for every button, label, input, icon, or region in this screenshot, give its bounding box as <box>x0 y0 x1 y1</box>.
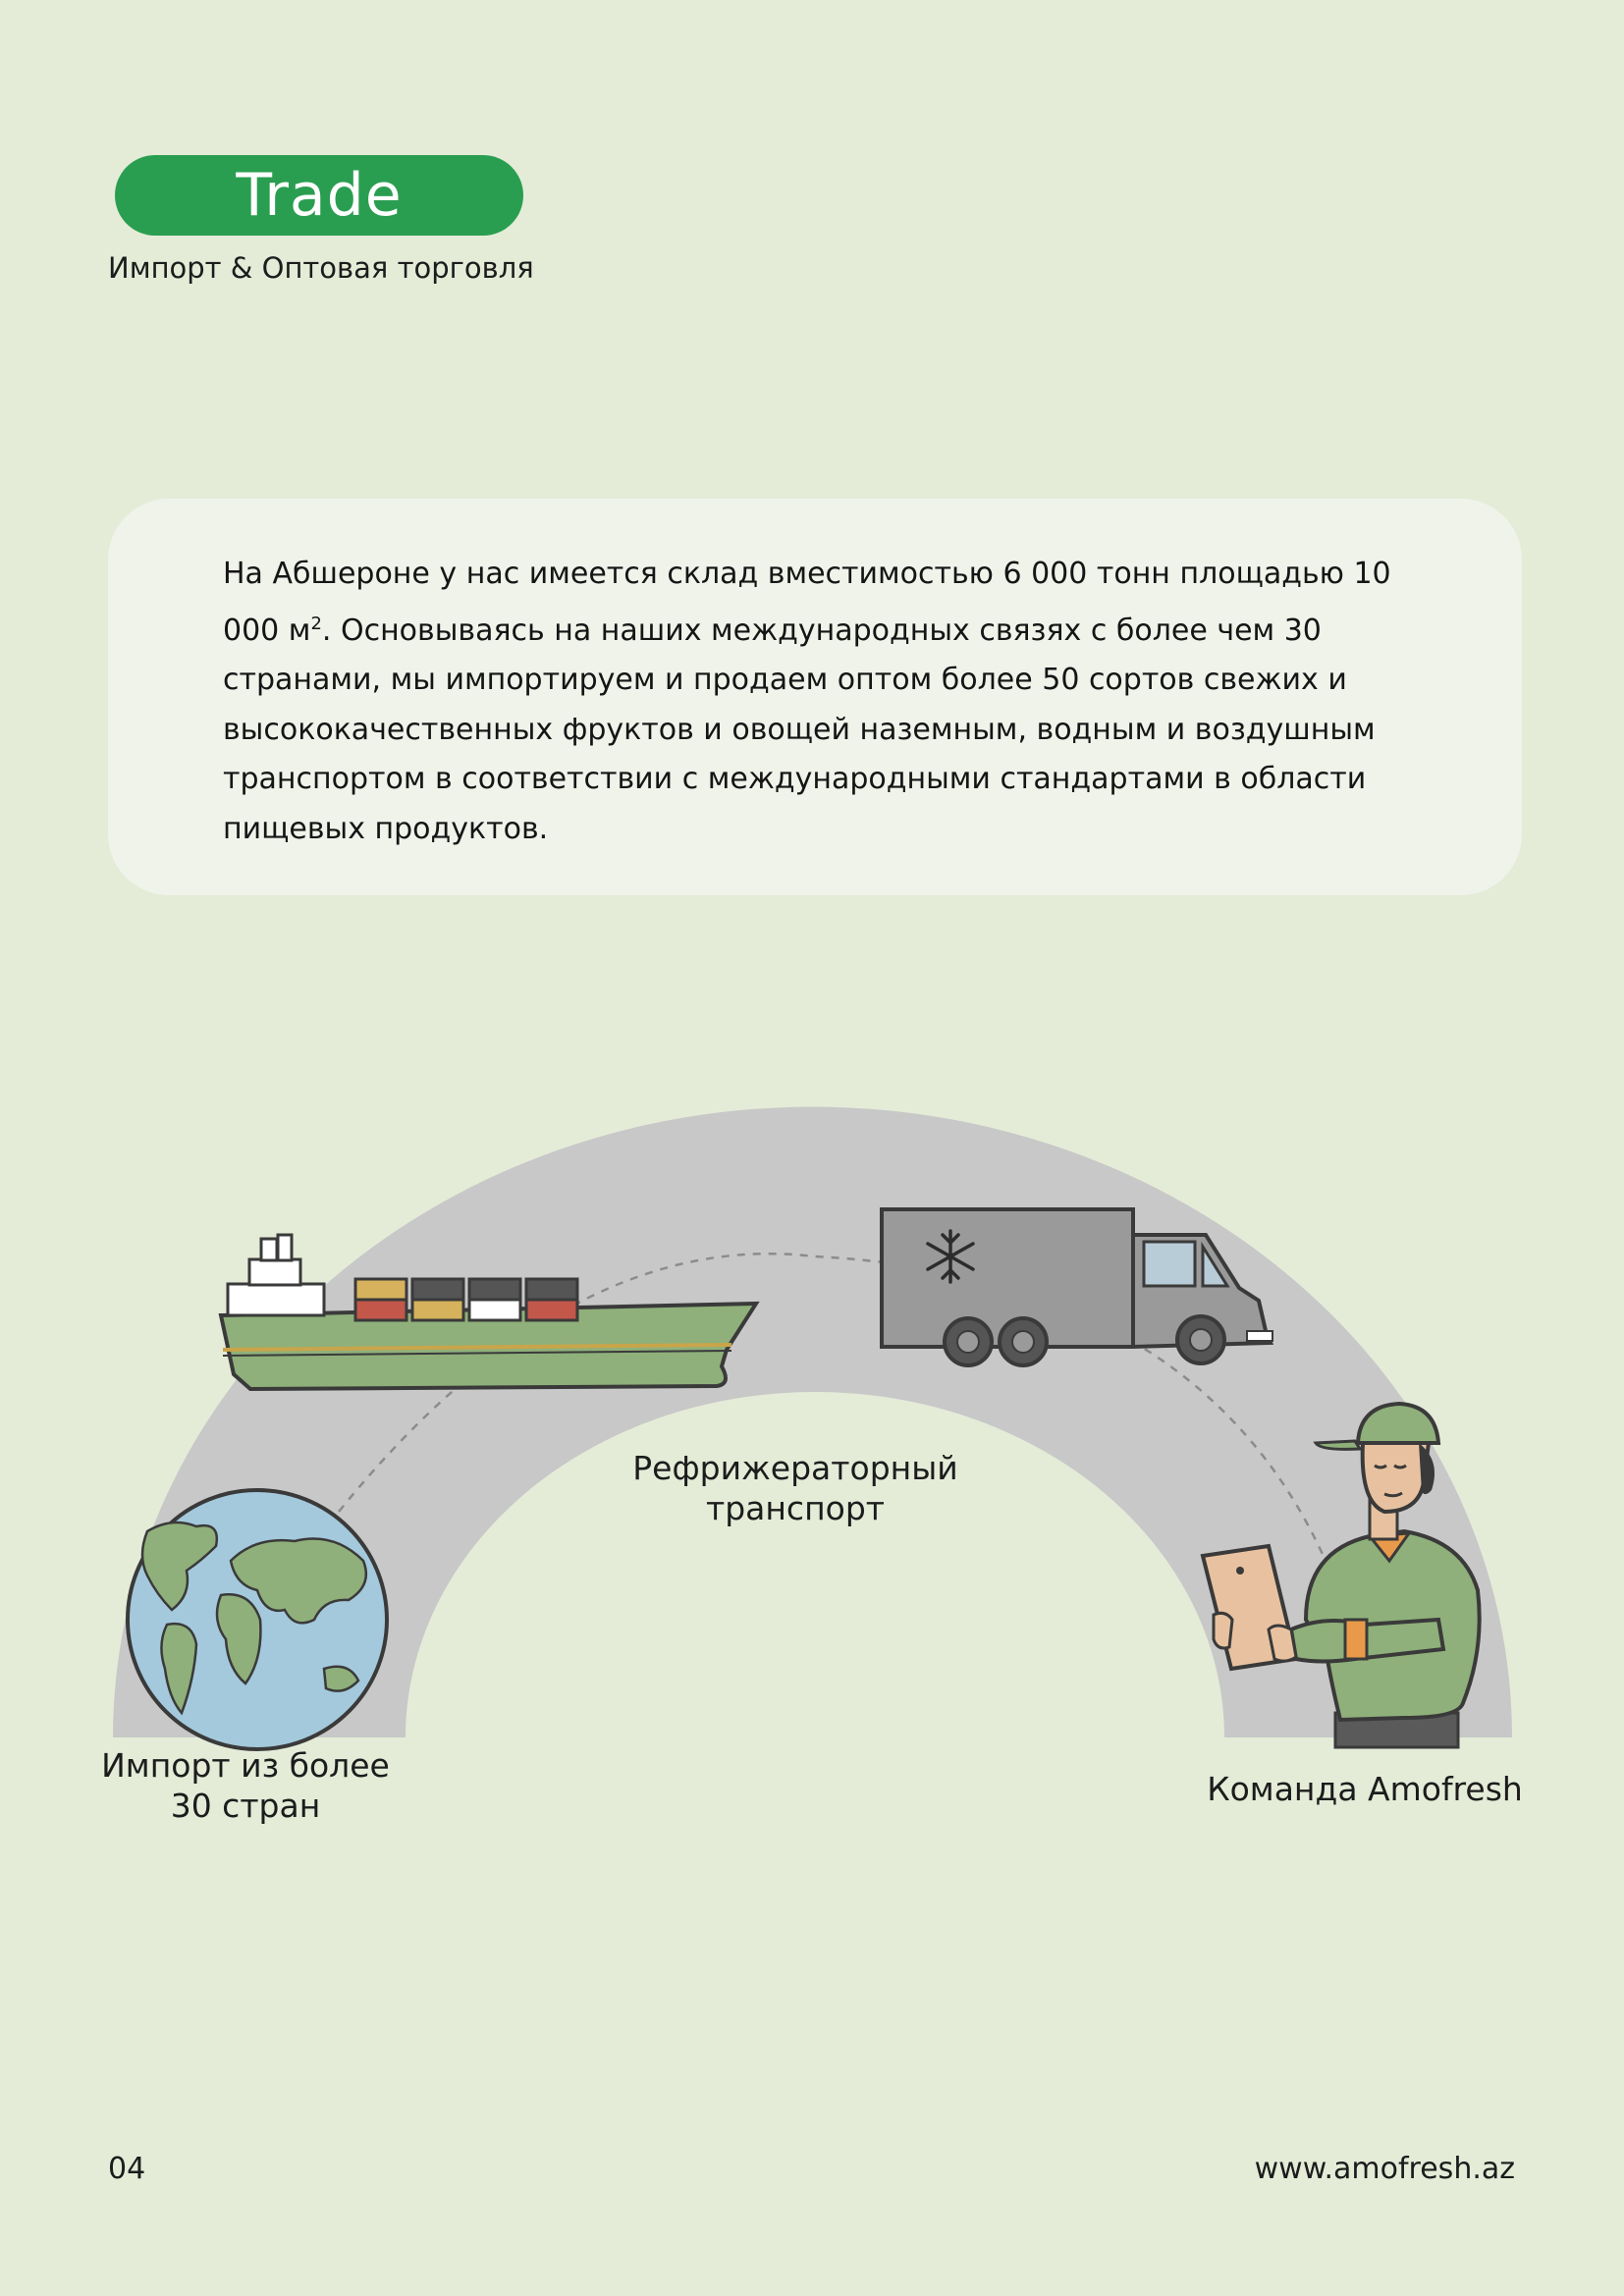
globe-icon <box>126 1488 389 1751</box>
page-subtitle: Импорт & Оптовая торговля <box>108 251 534 285</box>
globe-caption-text: Импорт из более 30 стран <box>101 1746 390 1825</box>
team-caption: Команда Amofresh <box>1188 1769 1542 1809</box>
intro-paragraph: На Абшероне у нас имеется склад вместимо… <box>223 550 1424 854</box>
transport-caption-text: Рефрижераторный транспорт <box>632 1449 958 1527</box>
trade-badge: Trade <box>115 155 523 236</box>
transport-caption: Рефрижераторный транспорт <box>619 1448 972 1528</box>
trade-badge-label: Trade <box>236 161 403 230</box>
intro-superscript: 2 <box>310 613 322 634</box>
refrigerated-truck-icon <box>880 1207 1274 1367</box>
intro-card: На Абшероне у нас имеется склад вместимо… <box>108 499 1522 895</box>
ship-icon <box>218 1233 760 1392</box>
website-link[interactable]: www.amofresh.az <box>1254 2152 1515 2186</box>
intro-text-part1: На Абшероне у нас имеется склад вместимо… <box>223 557 1391 648</box>
page-number: 04 <box>108 2152 146 2186</box>
team-caption-text: Команда Amofresh <box>1207 1770 1523 1808</box>
globe-caption: Импорт из более 30 стран <box>98 1745 393 1826</box>
dashed-route <box>338 1252 1327 1562</box>
worker-with-tablet-icon <box>1200 1401 1482 1749</box>
intro-text-part2: . Основываясь на наших международных свя… <box>223 613 1376 846</box>
